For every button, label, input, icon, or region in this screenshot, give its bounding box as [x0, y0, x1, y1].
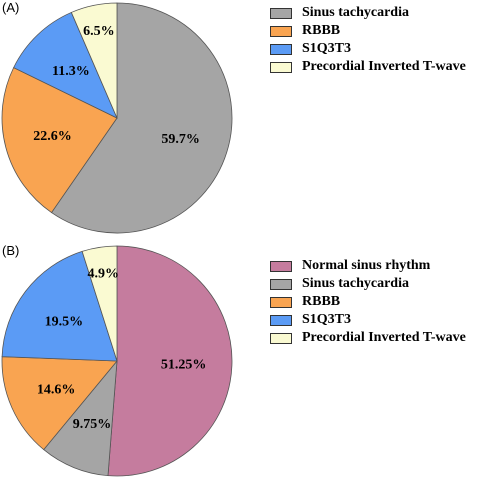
pie-slice-precordial-inverted-t-wave	[81, 245, 118, 362]
legend-swatch	[270, 278, 292, 290]
pie-chart-b: 51.25% 9.75% 14.6% 19.5% 4.9%	[1, 245, 233, 477]
legend-item-precordial-inverted-t-wave: Precordial Inverted T-wave	[270, 329, 466, 347]
data-label-precordial-inverted-t-wave: 4.9%	[87, 266, 119, 281]
pie-slice-s1q3t3	[13, 11, 118, 119]
legend-label: Sinus tachycardia	[302, 5, 409, 20]
panel-label-a: (A)	[2, 0, 20, 15]
legend-swatch	[270, 296, 292, 308]
data-label-rbbb: 22.6%	[33, 129, 72, 144]
legend-label: Normal sinus rhythm	[302, 258, 431, 273]
legend-swatch	[270, 25, 292, 37]
legend-item-normal-sinus-rhythm: Normal sinus rhythm	[270, 257, 466, 275]
legend-item-s1q3t3: S1Q3T3	[270, 311, 466, 329]
legend-swatch	[270, 332, 292, 344]
pie-slice-rbbb	[1, 67, 118, 214]
legend-item-sinus-tachycardia: Sinus tachycardia	[270, 4, 466, 22]
pie-slice-precordial-inverted-t-wave	[70, 2, 118, 119]
legend-item-s1q3t3: S1Q3T3	[270, 40, 466, 58]
legend-label: S1Q3T3	[302, 312, 352, 327]
legend-b: Normal sinus rhythm Sinus tachycardia RBBB…	[270, 257, 466, 347]
legend-item-rbbb: RBBB	[270, 22, 466, 40]
data-label-s1q3t3: 19.5%	[45, 315, 84, 330]
legend-label: Precordial Inverted T-wave	[302, 330, 466, 345]
legend-label: RBBB	[302, 294, 341, 309]
legend-label: RBBB	[302, 23, 341, 38]
legend-swatch	[270, 61, 292, 73]
pie-chart-a: 59.7% 22.6% 11.3% 6.5%	[1, 2, 233, 234]
pie-slice-rbbb	[1, 356, 118, 451]
data-label-s1q3t3: 11.3%	[52, 64, 90, 79]
pie-slice-s1q3t3	[1, 250, 118, 362]
chart-panel-b: (B) 51.25% 9.75% 14.6% 19.5% 4.9% Normal sin…	[0, 243, 500, 486]
legend-label: Precordial Inverted T-wave	[302, 59, 466, 74]
legend-item-rbbb: RBBB	[270, 293, 466, 311]
legend-swatch	[270, 43, 292, 55]
data-label-rbbb: 14.6%	[37, 382, 76, 397]
legend-swatch	[270, 314, 292, 326]
legend-a: Sinus tachycardia RBBB S1Q3T3 Precordial In…	[270, 4, 466, 76]
panel-label-b: (B)	[2, 243, 20, 258]
legend-label: Sinus tachycardia	[302, 276, 409, 291]
pie-slice-sinus-tachycardia	[50, 2, 233, 234]
data-label-sinus-tachycardia: 9.75%	[73, 417, 112, 432]
data-label-normal-sinus-rhythm: 51.25%	[161, 358, 207, 373]
data-label-sinus-tachycardia: 59.7%	[161, 132, 200, 147]
legend-label: S1Q3T3	[302, 41, 352, 56]
legend-item-precordial-inverted-t-wave: Precordial Inverted T-wave	[270, 58, 466, 76]
legend-swatch	[270, 260, 292, 272]
data-label-precordial-inverted-t-wave: 6.5%	[83, 24, 115, 39]
legend-swatch	[270, 7, 292, 19]
pie-slice-normal-sinus-rhythm	[107, 245, 233, 477]
chart-panel-a: (A) 59.7% 22.6% 11.3% 6.5% Sinus tachycardi…	[1, 0, 466, 234]
legend-item-sinus-tachycardia: Sinus tachycardia	[270, 275, 466, 293]
